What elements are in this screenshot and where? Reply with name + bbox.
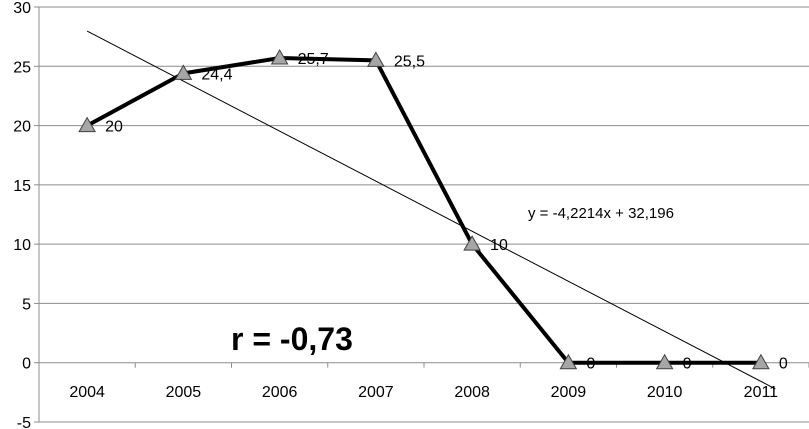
y-tick-label: 20 bbox=[13, 119, 31, 136]
data-label: 0 bbox=[779, 356, 788, 373]
x-tick-label: 2011 bbox=[744, 384, 779, 401]
data-point-marker bbox=[174, 64, 193, 80]
data-label: 25,5 bbox=[394, 53, 425, 70]
data-label: 0 bbox=[683, 356, 692, 373]
y-tick-label: 25 bbox=[13, 59, 31, 76]
y-tick-label: -5 bbox=[17, 415, 31, 429]
trendline-group bbox=[86, 30, 776, 390]
x-tick-label: 2006 bbox=[262, 384, 298, 401]
data-point-marker bbox=[367, 51, 385, 67]
data-label: 0 bbox=[586, 356, 595, 373]
trendline bbox=[86, 30, 776, 390]
data-label: 24,4 bbox=[201, 66, 232, 83]
y-tick-label: 15 bbox=[13, 178, 31, 195]
data-point-marker bbox=[655, 353, 674, 370]
series-line bbox=[86, 55, 761, 365]
x-tick-label: 2010 bbox=[647, 384, 683, 401]
data-point-marker bbox=[463, 235, 481, 251]
data-label: 20 bbox=[105, 119, 123, 136]
data-point-marker bbox=[752, 353, 770, 370]
x-tick-label: 2009 bbox=[551, 384, 587, 401]
x-tick-label: 2008 bbox=[454, 384, 490, 401]
correlation-annotation: r = -0,73 bbox=[231, 321, 353, 357]
data-label: 25,7 bbox=[298, 51, 329, 68]
axes: -5 0 5 10 15 20 25 30 2004 2005 2006 2007 2008 2009 20… bbox=[13, 0, 809, 429]
gridlines bbox=[39, 6, 809, 423]
x-tick-label: 2007 bbox=[358, 384, 394, 401]
y-tick-label: 30 bbox=[13, 0, 31, 17]
data-point-marker bbox=[559, 353, 578, 370]
y-tick-label: 0 bbox=[22, 356, 31, 373]
series-group bbox=[78, 48, 770, 370]
y-tick-label: 5 bbox=[22, 296, 31, 313]
data-point-marker bbox=[78, 116, 96, 133]
y-tick-label: 10 bbox=[13, 237, 31, 254]
data-point-marker bbox=[270, 48, 289, 65]
data-label: 10 bbox=[490, 237, 508, 254]
trendline-equation: y = -4,2214x + 32,196 bbox=[528, 205, 674, 222]
x-tick-label: 2004 bbox=[69, 384, 105, 401]
x-tick-label: 2005 bbox=[166, 384, 202, 401]
labels-group: 20 24,4 25,7 25,5 10 0 0 0 bbox=[105, 51, 788, 373]
